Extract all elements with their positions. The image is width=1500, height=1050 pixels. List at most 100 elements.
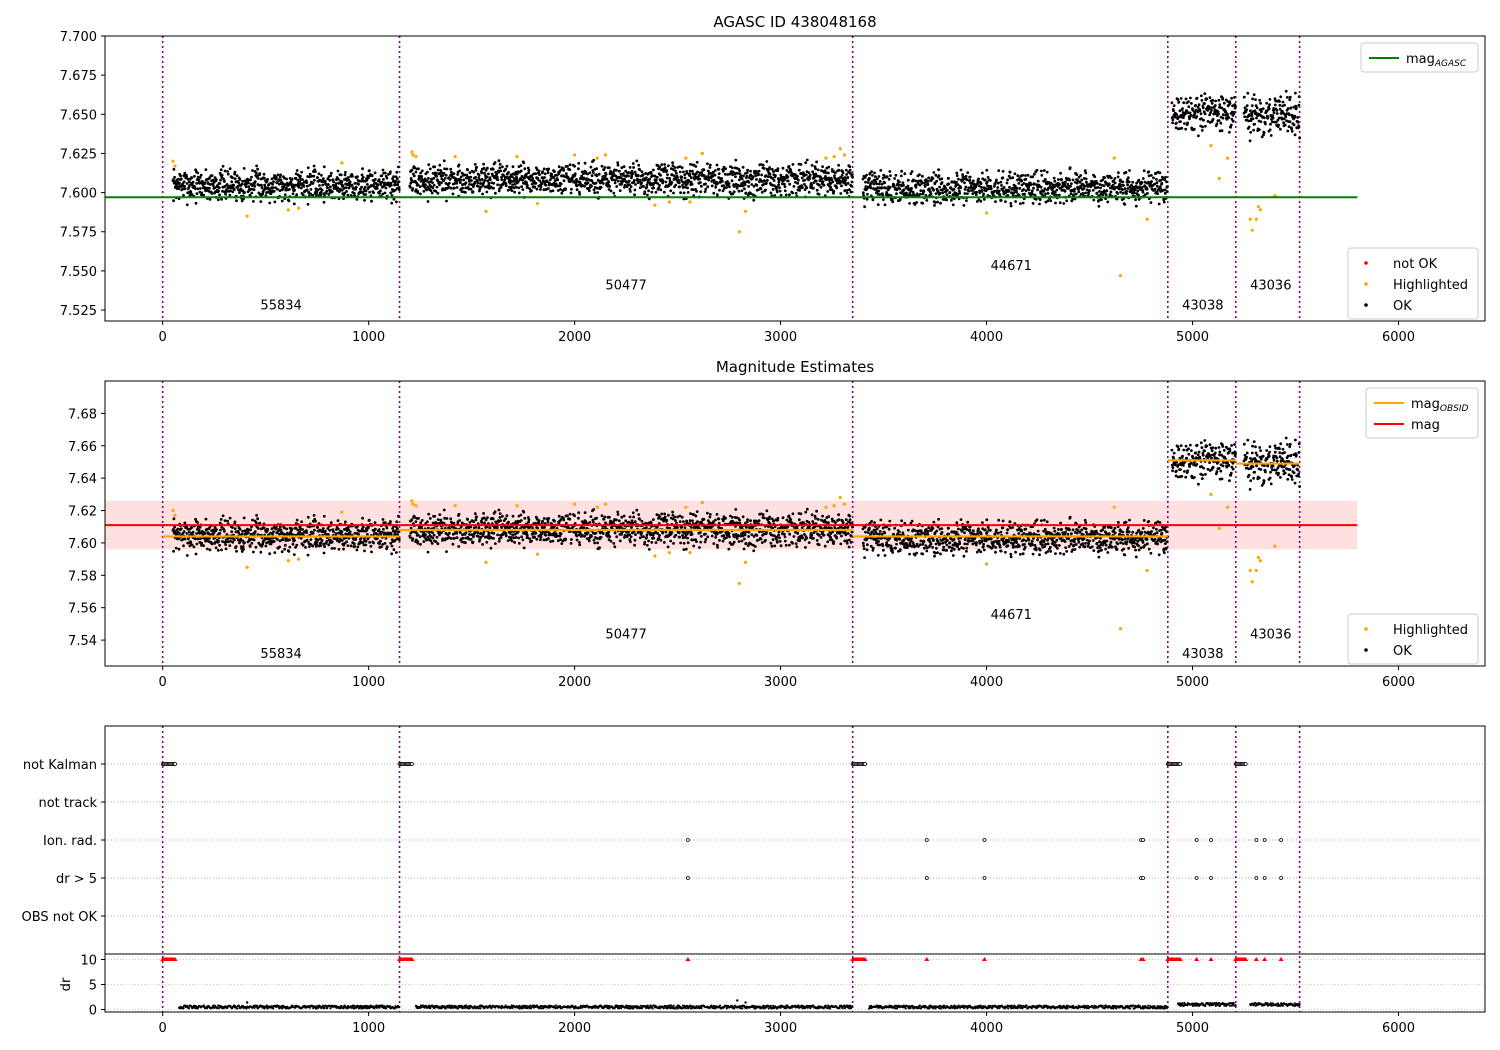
ok-point	[932, 171, 936, 174]
ok-point	[1015, 186, 1019, 190]
ok-point	[185, 554, 189, 557]
ok-point	[465, 173, 469, 177]
ok-point	[716, 181, 720, 185]
ok-point	[659, 188, 663, 192]
ok-point	[504, 167, 507, 171]
ok-point	[757, 173, 761, 176]
ok-point	[743, 183, 747, 187]
ok-point	[810, 164, 814, 167]
ok-point	[268, 201, 272, 205]
ok-point	[241, 189, 245, 193]
ok-point	[658, 183, 661, 187]
ok-point	[314, 519, 317, 523]
ok-point	[661, 179, 665, 183]
ok-point	[260, 183, 263, 187]
ok-point	[293, 188, 296, 192]
ok-point	[231, 190, 235, 194]
ok-point	[939, 201, 942, 205]
ok-point	[786, 179, 790, 183]
ok-point	[197, 178, 201, 182]
ok-point	[232, 183, 236, 187]
ok-point	[218, 193, 222, 197]
ok-point	[427, 177, 430, 180]
ok-point	[1016, 174, 1020, 178]
ok-point	[397, 514, 400, 518]
ok-point	[699, 184, 703, 188]
ok-point	[215, 528, 218, 531]
ok-point	[321, 527, 325, 530]
ok-point	[1187, 100, 1190, 103]
ok-point	[1095, 182, 1099, 185]
ok-point	[422, 189, 426, 193]
ok-point	[459, 175, 463, 179]
ok-point	[900, 169, 903, 173]
ok-point	[514, 185, 518, 189]
ok-point	[1196, 105, 1200, 109]
ok-point	[640, 519, 644, 523]
ok-point	[1263, 116, 1266, 120]
ok-point	[172, 199, 176, 203]
ok-point	[254, 171, 258, 175]
ok-point	[1275, 109, 1279, 112]
ok-point	[445, 199, 448, 203]
ok-point	[494, 542, 497, 545]
ok-point	[455, 536, 459, 540]
ok-point	[243, 541, 246, 545]
ok-point	[320, 188, 324, 192]
ok-point	[336, 527, 340, 531]
ok-point	[1000, 184, 1003, 187]
ok-point	[425, 188, 429, 192]
ok-point	[382, 178, 385, 181]
ok-point	[1217, 112, 1220, 116]
ok-point	[299, 174, 302, 178]
ok-point	[172, 167, 176, 171]
ok-point	[1248, 139, 1252, 143]
ok-point	[430, 191, 434, 195]
ok-point	[637, 174, 640, 178]
ok-point	[919, 189, 923, 193]
ok-point	[554, 182, 558, 186]
ok-point	[1031, 202, 1035, 205]
ok-point	[614, 178, 617, 182]
ok-point	[424, 183, 427, 187]
ok-point	[369, 544, 373, 548]
ok-point	[438, 513, 442, 516]
ok-point	[464, 191, 467, 194]
ok-point	[654, 190, 658, 194]
ok-point	[385, 176, 389, 180]
ok-point	[887, 193, 891, 197]
ok-point	[612, 191, 616, 195]
ok-point	[306, 166, 310, 170]
ok-point	[757, 169, 761, 173]
ok-point	[1160, 181, 1164, 185]
ok-point	[1211, 117, 1215, 121]
ok-point	[1062, 202, 1066, 205]
ok-point	[592, 508, 596, 511]
ok-point	[228, 544, 232, 547]
ok-point	[525, 172, 528, 176]
ok-point	[667, 164, 670, 168]
y-tick-label: 7.700	[60, 30, 97, 45]
ok-point	[1053, 179, 1057, 183]
ok-point	[392, 197, 396, 201]
ok-point	[796, 174, 799, 178]
ok-point	[1002, 186, 1006, 189]
ok-point	[233, 177, 237, 181]
ok-point	[980, 188, 984, 192]
ok-point	[1105, 189, 1109, 193]
ok-point	[816, 168, 820, 172]
ok-point	[294, 176, 298, 180]
ok-point	[1117, 171, 1120, 175]
ok-point	[1072, 190, 1076, 193]
ok-point	[632, 515, 635, 519]
ok-point	[997, 189, 1001, 193]
ok-point	[967, 186, 970, 190]
ok-point	[190, 176, 194, 180]
ok-point	[498, 516, 502, 519]
ok-point	[600, 164, 604, 168]
ok-point	[347, 178, 350, 182]
ok-point	[472, 520, 476, 524]
ok-point	[511, 183, 514, 187]
ok-point	[343, 173, 347, 177]
ok-point	[192, 545, 196, 549]
